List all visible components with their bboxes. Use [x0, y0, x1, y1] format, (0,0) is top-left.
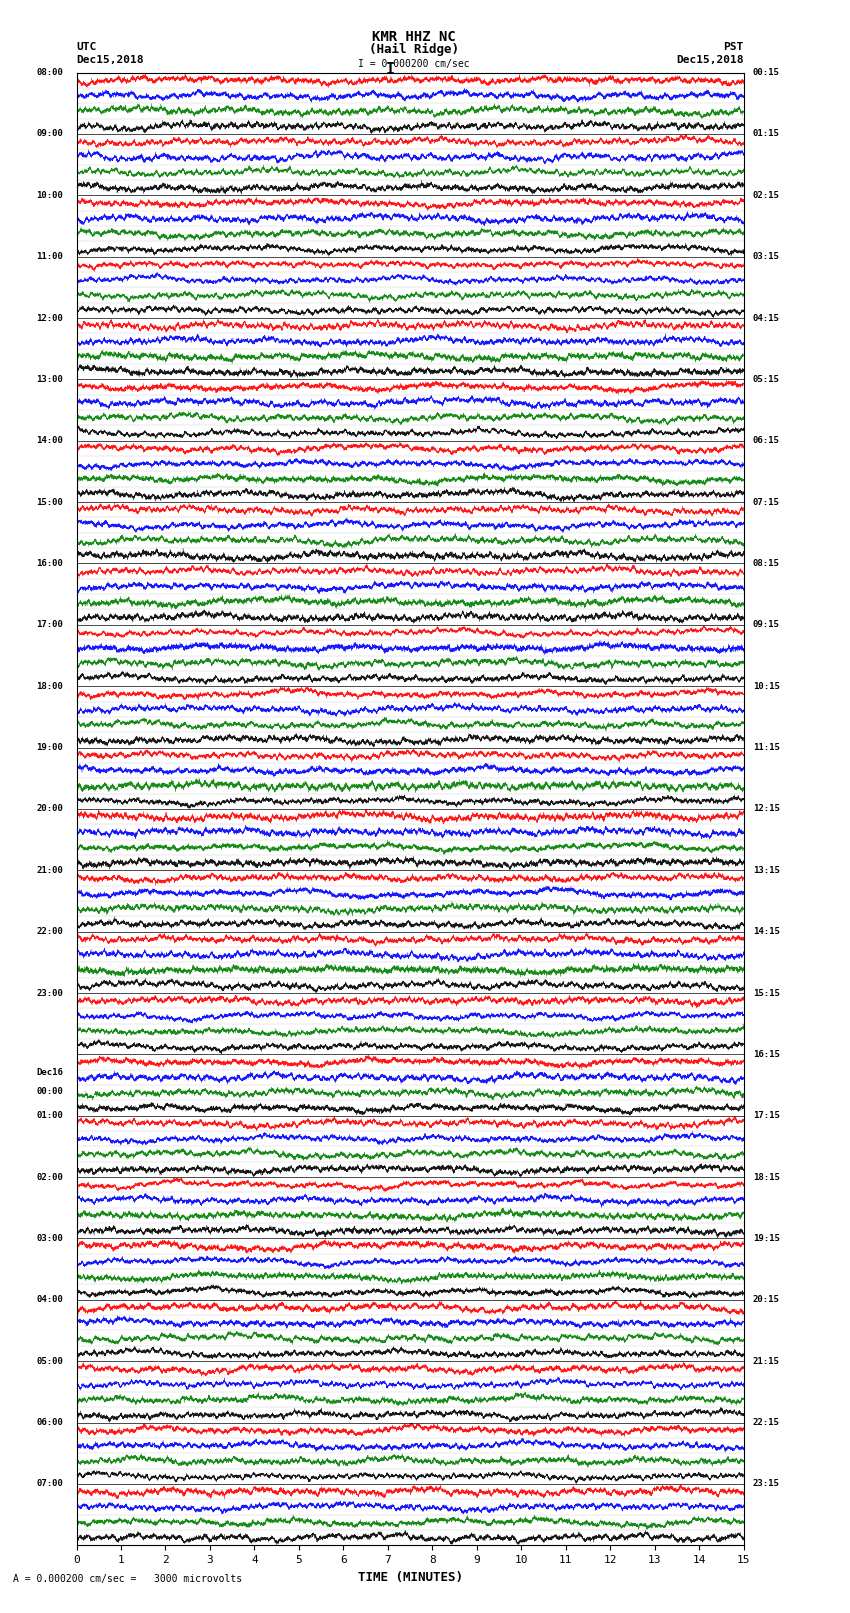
- Text: 16:00: 16:00: [37, 560, 63, 568]
- Text: 11:00: 11:00: [37, 252, 63, 261]
- Text: 00:15: 00:15: [752, 68, 779, 77]
- Text: 21:00: 21:00: [37, 866, 63, 874]
- Text: 13:15: 13:15: [752, 866, 779, 874]
- Text: 15:15: 15:15: [752, 989, 779, 997]
- Text: Dec16: Dec16: [37, 1068, 63, 1077]
- Text: 17:00: 17:00: [37, 621, 63, 629]
- Text: 15:00: 15:00: [37, 498, 63, 506]
- Text: I: I: [386, 61, 394, 77]
- Text: 09:15: 09:15: [752, 621, 779, 629]
- Text: 05:00: 05:00: [37, 1357, 63, 1366]
- Text: A = 0.000200 cm/sec =   3000 microvolts: A = 0.000200 cm/sec = 3000 microvolts: [13, 1574, 242, 1584]
- Text: PST: PST: [723, 42, 744, 52]
- Text: 19:00: 19:00: [37, 744, 63, 752]
- Text: 07:15: 07:15: [752, 498, 779, 506]
- Text: 08:15: 08:15: [752, 560, 779, 568]
- Text: 11:15: 11:15: [752, 744, 779, 752]
- Text: Dec15,2018: Dec15,2018: [677, 55, 744, 65]
- Text: 02:00: 02:00: [37, 1173, 63, 1182]
- Text: 04:15: 04:15: [752, 313, 779, 323]
- Text: UTC: UTC: [76, 42, 97, 52]
- Text: Dec15,2018: Dec15,2018: [76, 55, 144, 65]
- Text: 22:15: 22:15: [752, 1418, 779, 1428]
- Text: 03:00: 03:00: [37, 1234, 63, 1244]
- Text: 10:15: 10:15: [752, 682, 779, 690]
- Text: 01:15: 01:15: [752, 129, 779, 139]
- Text: 16:15: 16:15: [752, 1050, 779, 1058]
- Text: 20:00: 20:00: [37, 805, 63, 813]
- Text: 06:00: 06:00: [37, 1418, 63, 1428]
- Text: 12:15: 12:15: [752, 805, 779, 813]
- Text: 06:15: 06:15: [752, 436, 779, 445]
- Text: 00:00: 00:00: [37, 1087, 63, 1095]
- Text: 02:15: 02:15: [752, 190, 779, 200]
- X-axis label: TIME (MINUTES): TIME (MINUTES): [358, 1571, 462, 1584]
- Text: 23:15: 23:15: [752, 1479, 779, 1489]
- Text: 20:15: 20:15: [752, 1295, 779, 1305]
- Text: 12:00: 12:00: [37, 313, 63, 323]
- Text: 18:15: 18:15: [752, 1173, 779, 1182]
- Text: 13:00: 13:00: [37, 374, 63, 384]
- Text: 18:00: 18:00: [37, 682, 63, 690]
- Text: 19:15: 19:15: [752, 1234, 779, 1244]
- Text: 23:00: 23:00: [37, 989, 63, 997]
- Text: KMR HHZ NC: KMR HHZ NC: [372, 29, 456, 44]
- Text: 14:00: 14:00: [37, 436, 63, 445]
- Text: 17:15: 17:15: [752, 1111, 779, 1119]
- Text: 09:00: 09:00: [37, 129, 63, 139]
- Text: 14:15: 14:15: [752, 927, 779, 936]
- Text: 22:00: 22:00: [37, 927, 63, 936]
- Text: 01:00: 01:00: [37, 1111, 63, 1119]
- Text: 21:15: 21:15: [752, 1357, 779, 1366]
- Text: 04:00: 04:00: [37, 1295, 63, 1305]
- Text: 07:00: 07:00: [37, 1479, 63, 1489]
- Text: 08:00: 08:00: [37, 68, 63, 77]
- Text: I = 0.000200 cm/sec: I = 0.000200 cm/sec: [358, 60, 470, 69]
- Text: 05:15: 05:15: [752, 374, 779, 384]
- Text: 10:00: 10:00: [37, 190, 63, 200]
- Text: 03:15: 03:15: [752, 252, 779, 261]
- Text: (Hail Ridge): (Hail Ridge): [369, 44, 459, 56]
